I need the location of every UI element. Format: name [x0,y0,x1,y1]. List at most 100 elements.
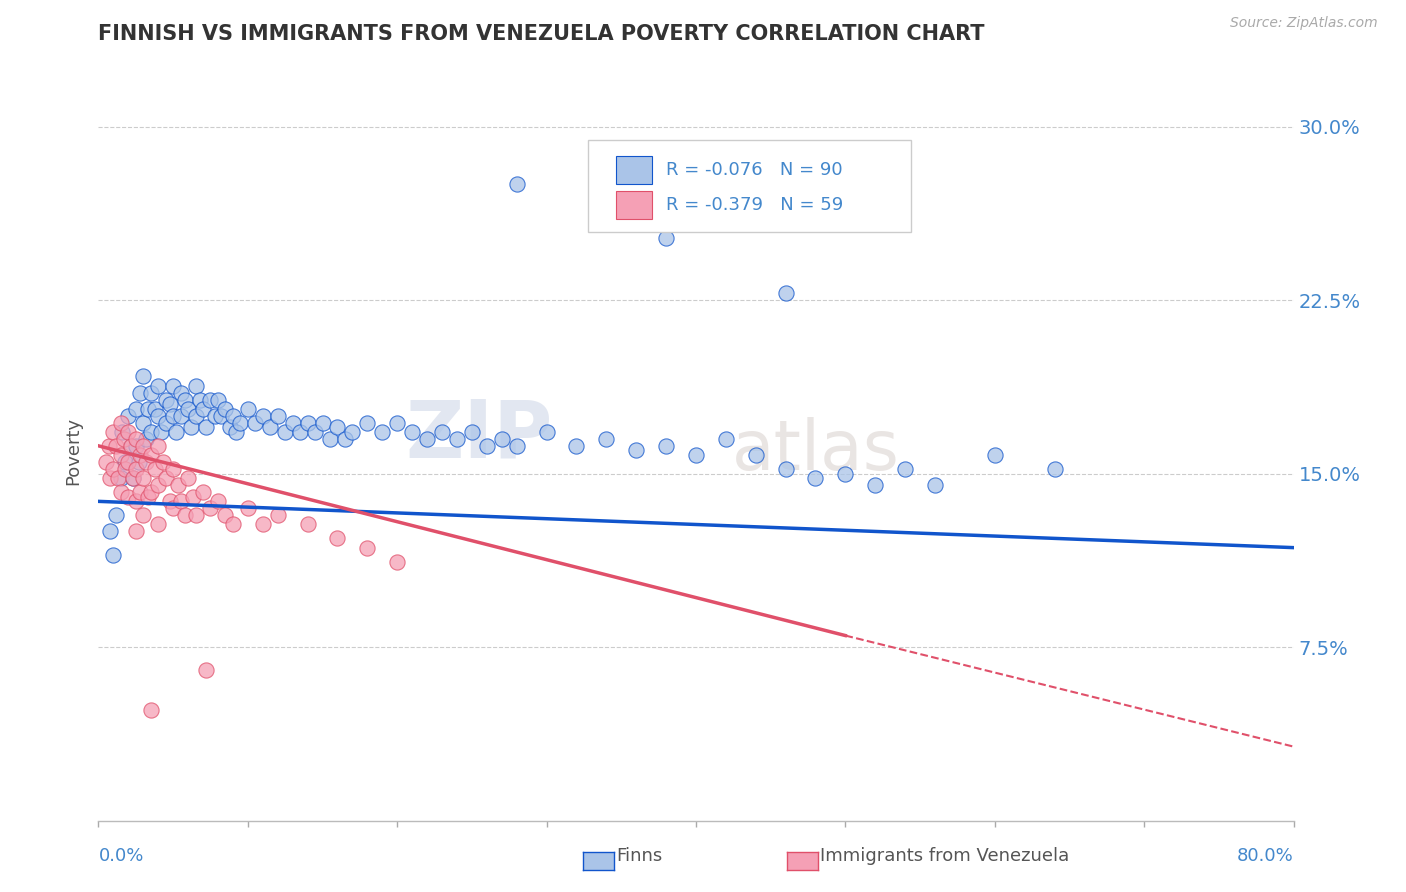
Point [259,420,281,434]
Point [132,508,155,523]
Point [222,517,245,532]
Point [165,425,187,439]
Point [125,401,148,416]
Point [200,392,222,407]
Point [491,432,513,446]
Point [139,425,162,439]
Point [120,439,142,453]
Point [129,448,152,462]
Point [184,409,207,423]
Point [103,548,125,562]
Point [135,432,157,446]
Point [626,443,648,458]
Point [804,471,827,485]
Point [195,420,218,434]
Point [155,416,177,430]
Point [105,439,128,453]
Point [148,409,170,423]
Point [281,416,304,430]
Point [148,478,170,492]
Point [148,517,170,532]
Point [214,401,236,416]
Point [169,385,191,400]
Point [371,425,394,439]
Point [136,401,159,416]
Text: 0.0%: 0.0% [98,847,143,864]
Point [177,471,200,485]
Point [110,471,132,485]
Point [136,490,159,504]
Point [319,432,342,446]
Point [111,425,134,439]
Bar [616,156,652,184]
Point [143,401,166,416]
Point [430,425,453,439]
Point [685,448,707,462]
Point [103,425,125,439]
Point [506,439,529,453]
Point [169,494,191,508]
Point [97,439,120,453]
Bar [616,192,652,219]
Point [169,409,191,423]
Point [342,425,364,439]
Point [207,392,229,407]
Point [252,517,274,532]
Point [148,439,170,453]
Point [655,230,678,244]
Point [191,485,214,500]
Point [181,490,204,504]
Point [245,416,267,430]
Point [267,508,290,523]
Point [125,524,148,539]
Point [139,703,162,717]
FancyBboxPatch shape [588,139,911,232]
Point [129,485,152,500]
Point [125,432,148,446]
Point [475,439,498,453]
Text: 80.0%: 80.0% [1237,847,1294,864]
Point [174,392,197,407]
Point [184,508,207,523]
Text: Immigrants from Venezuela: Immigrants from Venezuela [820,847,1069,864]
Point [775,286,797,301]
Point [125,462,148,476]
Point [100,524,122,539]
Point [834,467,856,481]
Y-axis label: Poverty: Poverty [65,417,83,484]
Point [112,432,135,446]
Point [103,462,125,476]
Point [162,409,184,423]
Point [356,416,378,430]
Point [461,425,484,439]
Point [117,425,139,439]
Point [132,416,155,430]
Point [117,490,139,504]
Point [139,485,162,500]
Point [894,462,917,476]
Point [984,448,1007,462]
Point [655,439,678,453]
Point [114,462,136,476]
Point [222,409,245,423]
Text: Finns: Finns [616,847,662,864]
Point [162,501,184,516]
Point [162,462,184,476]
Point [184,378,207,392]
Point [326,420,349,434]
Point [117,409,139,423]
Point [120,439,142,453]
Point [94,455,117,469]
Point [191,401,214,416]
Point [297,416,319,430]
Text: atlas: atlas [731,417,900,484]
Point [110,416,132,430]
Point [326,532,349,546]
Point [155,392,177,407]
Text: ZIP: ZIP [405,397,553,475]
Point [267,409,290,423]
Point [416,432,439,446]
Point [121,471,143,485]
Point [595,432,617,446]
Point [195,663,218,677]
